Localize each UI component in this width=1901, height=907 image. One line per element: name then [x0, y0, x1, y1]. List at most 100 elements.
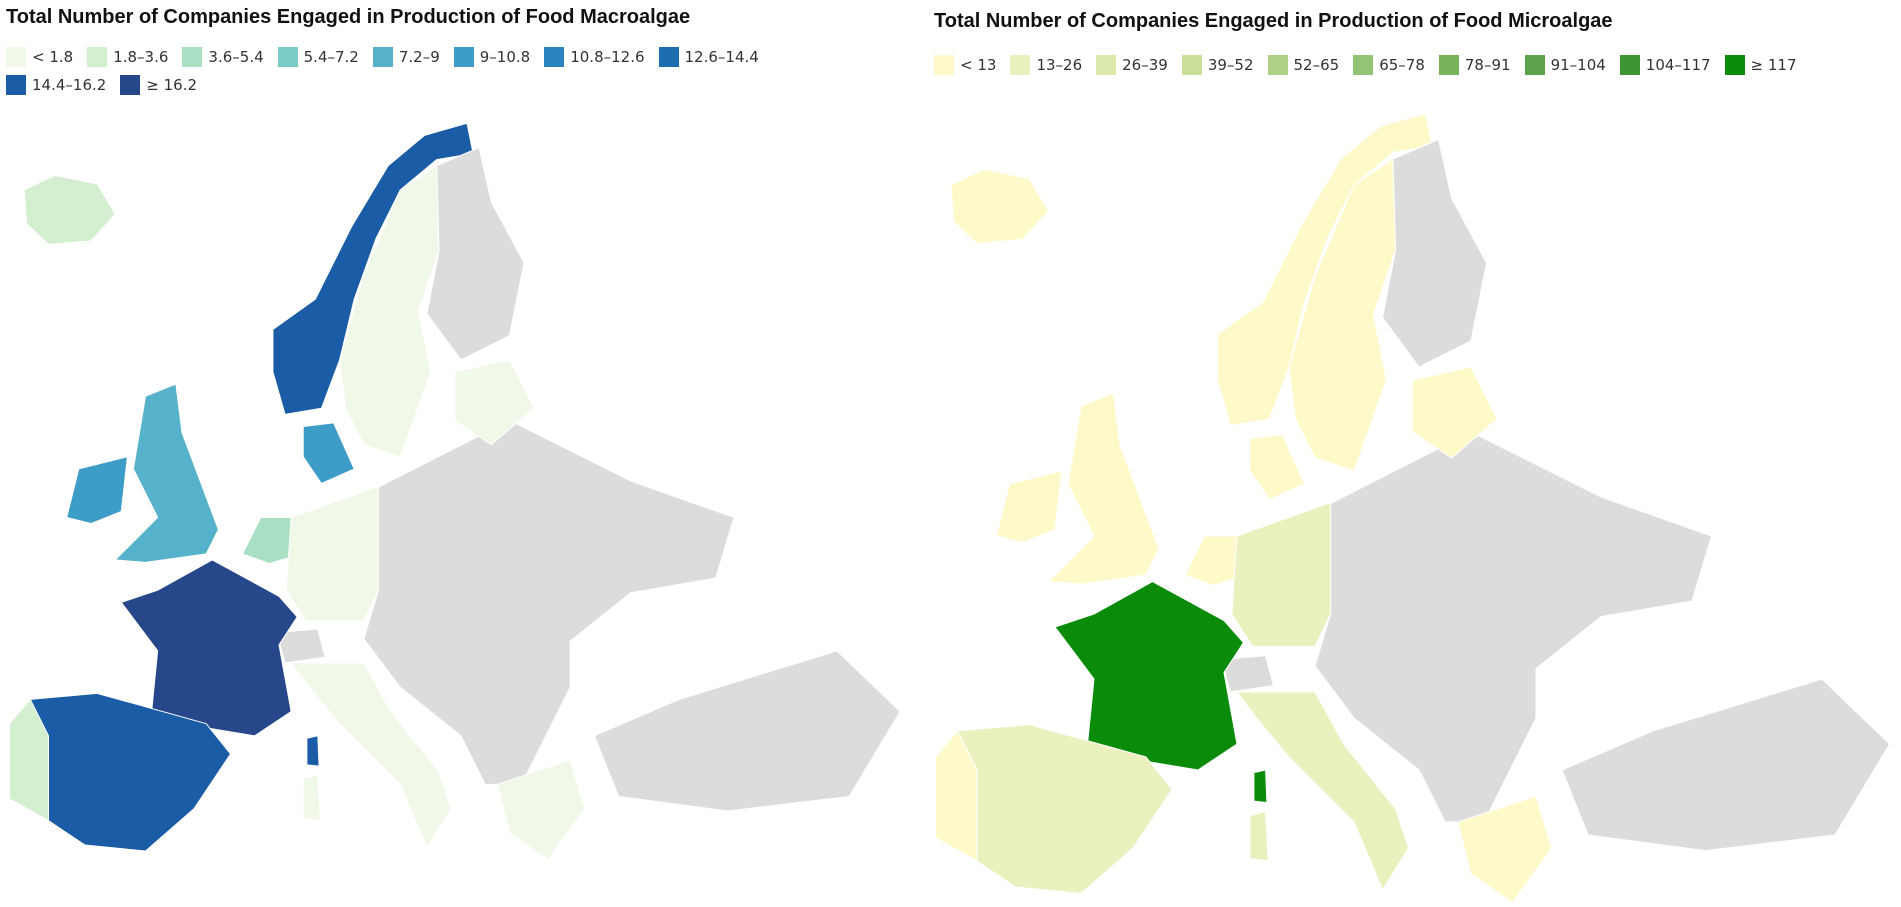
- legend: < 1.8 1.8–3.6 3.6–5.4 5.4–7.2 7.2–9 9–10.8 10.…: [6, 46, 836, 96]
- country-uk: [1047, 392, 1160, 585]
- country-swiss: [275, 628, 326, 664]
- legend-swatch: [6, 75, 26, 95]
- legend-swatch: [934, 55, 954, 75]
- country-baltics: [1411, 366, 1498, 459]
- legend-item: < 1.8: [6, 46, 73, 68]
- legend-swatch: [658, 47, 679, 67]
- legend-swatch: [277, 47, 298, 67]
- legend-label: 3.6–5.4: [208, 48, 264, 66]
- legend-item: ≥ 16.2: [120, 74, 197, 96]
- legend-label: 12.6–14.4: [684, 48, 759, 66]
- country-france: [1054, 580, 1245, 771]
- legend-label: 14.4–16.2: [32, 76, 107, 94]
- legend-swatch: [544, 47, 565, 67]
- legend-item: 52–65: [1267, 54, 1340, 76]
- map-right: [934, 112, 1891, 904]
- country-italy: [290, 662, 452, 849]
- legend-swatch: [372, 47, 393, 67]
- legend-label: 78–91: [1464, 56, 1511, 74]
- legend-swatch: [1524, 55, 1545, 75]
- legend-item: 14.4–16.2: [6, 74, 106, 96]
- map-title: Total Number of Companies Engaged in Pro…: [6, 6, 691, 28]
- country-portugal: [934, 730, 978, 862]
- country-turkey: [593, 650, 901, 812]
- country-ireland: [66, 456, 128, 525]
- legend-swatch: [1353, 55, 1374, 75]
- country-denmark: [1249, 434, 1306, 501]
- legend: < 13 13–26 26–39 39–52 52–65 65–78 78–91 91–104…: [934, 54, 1854, 76]
- legend-item: 7.2–9: [372, 46, 440, 68]
- legend-label: 9–10.8: [479, 48, 531, 66]
- legend-label: 13–26: [1036, 56, 1083, 74]
- legend-item: 104–117: [1619, 54, 1711, 76]
- country-turkey: [1561, 678, 1891, 852]
- legend-item: 65–78: [1353, 54, 1425, 76]
- legend-swatch: [1096, 55, 1117, 75]
- legend-item: 1.8–3.6: [87, 46, 168, 68]
- legend-label: 7.2–9: [398, 48, 440, 66]
- country-greece: [496, 759, 586, 861]
- legend-label: 91–104: [1550, 56, 1606, 74]
- country-sweden: [339, 164, 440, 458]
- legend-item: 78–91: [1438, 54, 1511, 76]
- legend-swatch: [182, 47, 203, 67]
- country-france: [120, 559, 298, 737]
- country-east: [1314, 431, 1713, 823]
- country-corsica: [1253, 769, 1268, 804]
- country-finland: [426, 146, 525, 361]
- legend-label: 65–78: [1379, 56, 1425, 74]
- panel-left: Total Number of Companies Engaged in Pro…: [0, 0, 940, 907]
- legend-swatch: [453, 47, 474, 67]
- legend-item: 5.4–7.2: [277, 46, 359, 68]
- country-denmark: [302, 422, 355, 485]
- country-baltics: [454, 359, 535, 446]
- legend-swatch: [6, 47, 26, 67]
- country-norway: [1216, 112, 1433, 427]
- country-iceland: [23, 174, 116, 246]
- legend-item: 10.8–12.6: [544, 46, 645, 68]
- country-sardinia: [302, 774, 321, 822]
- legend-item: 13–26: [1010, 54, 1082, 76]
- country-east: [363, 419, 735, 785]
- legend-label: 1.8–3.6: [113, 48, 169, 66]
- legend-label: ≥ 117: [1750, 56, 1797, 74]
- legend-swatch: [1438, 55, 1459, 75]
- map-left: [9, 122, 901, 861]
- legend-label: 39–52: [1207, 56, 1254, 74]
- country-sardinia: [1249, 810, 1269, 862]
- legend-item: 26–39: [1096, 54, 1168, 76]
- country-corsica: [306, 735, 320, 767]
- legend-label: < 1.8: [32, 48, 74, 66]
- legend-swatch: [87, 47, 108, 67]
- country-italy: [1235, 691, 1410, 891]
- country-norway: [272, 122, 474, 415]
- legend-label: 26–39: [1122, 56, 1168, 74]
- legend-item: < 13: [934, 54, 996, 76]
- country-portugal: [9, 698, 50, 822]
- country-greece: [1457, 795, 1553, 904]
- legend-item: 91–104: [1524, 54, 1606, 76]
- country-iceland: [950, 168, 1050, 245]
- panel-right: Total Number of Companies Engaged in Pro…: [930, 0, 1901, 907]
- legend-item: ≥ 117: [1724, 54, 1797, 76]
- legend-item: 3.6–5.4: [182, 46, 264, 68]
- map-title: Total Number of Companies Engaged in Pro…: [934, 10, 1613, 32]
- legend-label: 10.8–12.6: [570, 48, 645, 66]
- legend-swatch: [120, 75, 141, 95]
- legend-label: < 13: [960, 56, 997, 74]
- legend-swatch: [1267, 55, 1288, 75]
- legend-swatch: [1010, 55, 1031, 75]
- legend-label: 52–65: [1293, 56, 1340, 74]
- country-finland: [1382, 138, 1488, 368]
- legend-swatch: [1619, 55, 1640, 75]
- legend-swatch: [1724, 55, 1745, 75]
- country-sweden: [1288, 158, 1397, 472]
- country-ireland: [995, 470, 1063, 544]
- legend-label: ≥ 16.2: [146, 76, 198, 94]
- country-swiss: [1220, 655, 1275, 693]
- legend-item: 9–10.8: [453, 46, 531, 68]
- legend-item: 39–52: [1181, 54, 1254, 76]
- legend-item: 12.6–14.4: [658, 46, 759, 68]
